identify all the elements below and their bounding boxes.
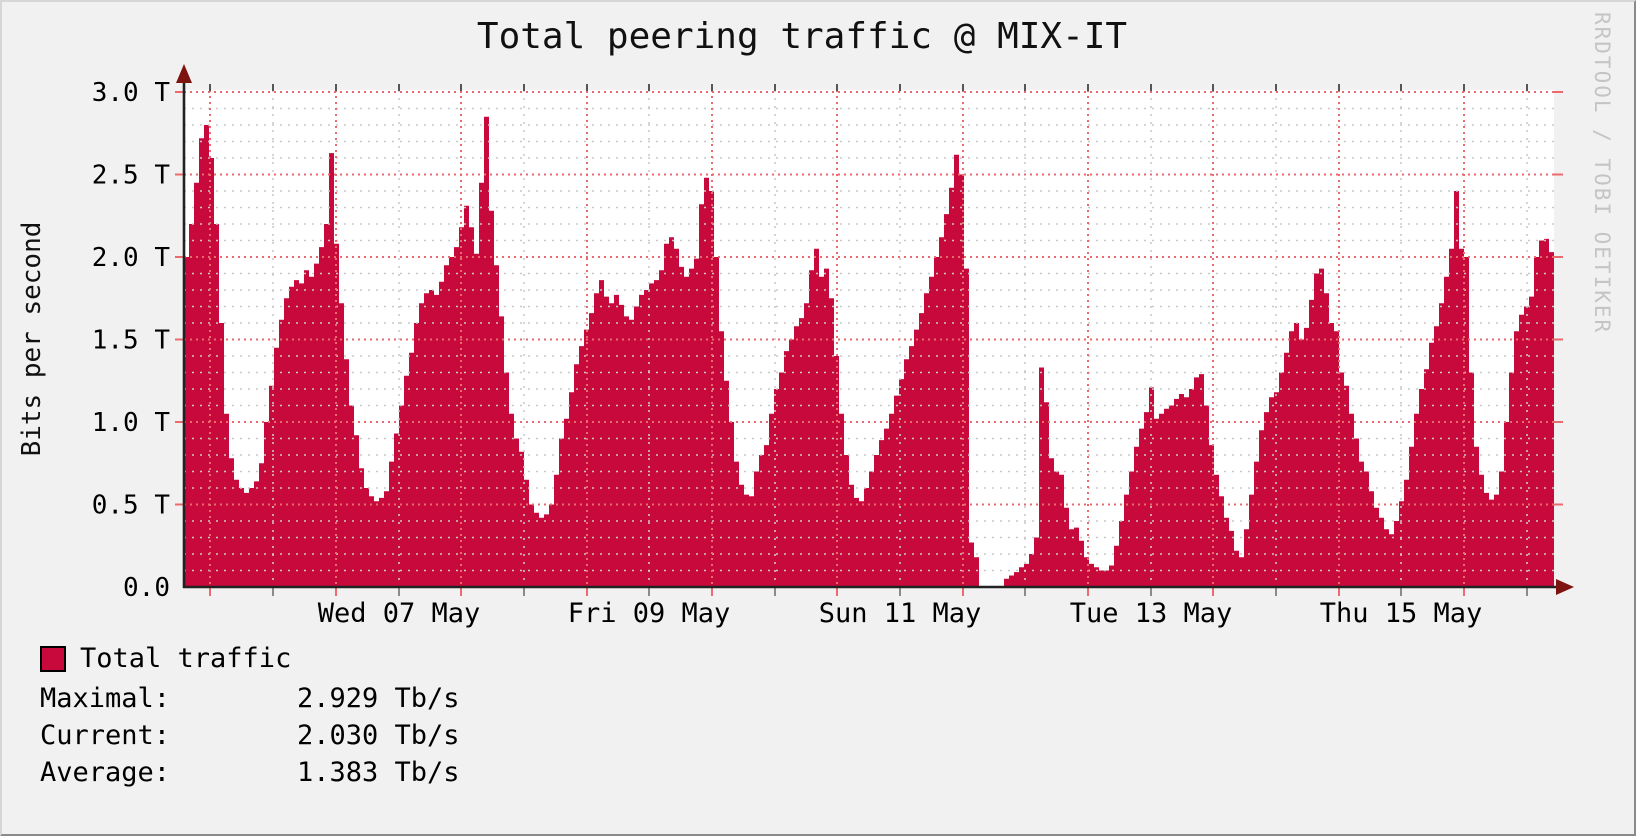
legend-series-label: Total traffic — [80, 643, 292, 674]
x-tick-label: Sun 11 May — [819, 598, 982, 629]
stat-average-label: Average: — [40, 757, 171, 788]
y-tick-label: 0.0 — [123, 573, 170, 603]
rrdtool-watermark: RRDTOOL / TOBI OETIKER — [1590, 12, 1614, 335]
y-tick-label: 3.0 T — [92, 78, 171, 108]
y-tick-label: 0.5 T — [92, 491, 171, 521]
stat-current-label: Current: — [40, 720, 171, 751]
stat-average-value: 1.383 Tb/s — [297, 757, 460, 788]
y-tick-label: 2.5 T — [92, 161, 171, 191]
x-tick-label: Fri 09 May — [568, 598, 731, 629]
stat-maximal-label: Maximal: — [40, 683, 171, 714]
stat-maximal-value: 2.929 Tb/s — [297, 683, 460, 714]
x-tick-label: Thu 15 May — [1320, 598, 1483, 629]
chart-title: Total peering traffic @ MIX-IT — [476, 16, 1128, 57]
y-tick-label: 2.0 T — [92, 243, 171, 273]
legend-row: Total traffic — [40, 643, 291, 674]
legend-color-swatch — [40, 645, 66, 672]
stat-current-value: 2.030 Tb/s — [297, 720, 460, 751]
y-tick-label: 1.5 T — [92, 326, 171, 356]
x-tick-label: Wed 07 May — [318, 598, 481, 629]
x-tick-label: Tue 13 May — [1070, 598, 1233, 629]
y-tick-label: 1.0 T — [92, 408, 171, 438]
